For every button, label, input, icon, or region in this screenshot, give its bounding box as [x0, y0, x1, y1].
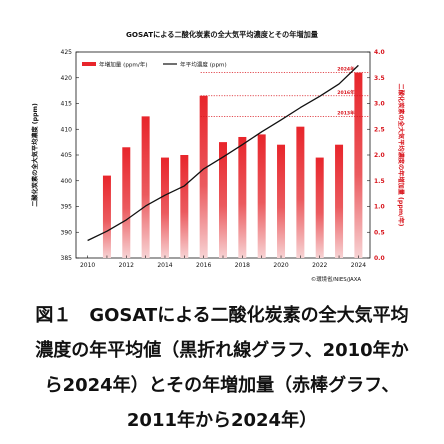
chart-panel: GOSATによる二酸化炭素の全大気平均濃度とその年増加量 2024年 2016年 2… [31, 30, 405, 283]
x-tick-label: 2014 [157, 262, 172, 269]
bar [219, 142, 227, 258]
x-tick-label: 2024 [351, 262, 366, 269]
right-tick-label: 4.0 [374, 49, 385, 56]
right-tick-label: 3.0 [374, 101, 385, 108]
left-tick-label: 415 [61, 101, 73, 108]
x-tick-label: 2012 [119, 262, 134, 269]
left-tick-label: 400 [61, 178, 73, 185]
bar [315, 157, 324, 258]
bar [296, 126, 305, 258]
series-line [87, 64, 359, 242]
figure-caption: 図１ GOSATによる二酸化炭素の全大気平均 濃度の年平均値（黒折れ線グラフ、2… [8, 298, 436, 438]
caption-line: 2011年から2024年） [126, 410, 318, 431]
x-tick-label: 2020 [273, 262, 288, 269]
legend-line-label: 年平均濃度 (ppm) [180, 60, 227, 68]
right-tick-label: 2.0 [374, 152, 385, 159]
x-tick-label: 2010 [80, 262, 95, 269]
bar [141, 116, 150, 258]
bar [102, 175, 111, 258]
caption-line: 濃度の年平均値（黒折れ線グラフ、2010年か [35, 340, 409, 361]
bar [257, 134, 266, 258]
left-tick-label: 420 [61, 75, 73, 82]
reference-lines: 2024年 2016年 2013年 [200, 66, 370, 117]
left-axis-label: 二酸化炭素の全大気平均濃度 (ppm) [31, 103, 39, 207]
line-series [87, 64, 359, 242]
right-axis-label: 二酸化炭素の全大気平均濃度の年増加量 (ppm/年) [397, 84, 405, 227]
left-tick-label: 410 [61, 126, 73, 133]
caption-line: ら2024年）とその年増加量（赤棒グラフ、 [44, 375, 400, 396]
right-tick-label: 0.0 [374, 255, 385, 262]
left-tick-label: 385 [61, 255, 73, 262]
left-tick-label: 425 [61, 49, 73, 56]
legend-bar-swatch [82, 62, 96, 66]
bar [335, 144, 344, 258]
x-tick-label: 2018 [235, 262, 250, 269]
left-tick-label: 395 [61, 204, 73, 211]
bar [238, 136, 247, 258]
x-tick-label: 2022 [312, 262, 327, 269]
reference-label: 2024年 [337, 66, 355, 73]
right-tick-label: 1.5 [374, 178, 385, 185]
left-tick-label: 405 [61, 152, 73, 159]
credit-text: ©環境省/NIES/JAXA [311, 275, 362, 283]
co2-chart: GOSATによる二酸化炭素の全大気平均濃度とその年増加量 2024年2016年2… [31, 30, 405, 283]
caption-line: 図１ GOSATによる二酸化炭素の全大気平均 [35, 305, 409, 326]
x-axis: 2010 2012 2014 2016 2018 2020 2022 2024 [80, 255, 366, 269]
reference-label: 2016年 [337, 89, 355, 96]
right-tick-label: 2.5 [374, 126, 385, 133]
bar [122, 147, 131, 258]
legend-bar-label: 年増加量 (ppm/年) [99, 60, 148, 68]
bar [354, 72, 363, 258]
bar [160, 157, 169, 258]
chart-title: GOSATによる二酸化炭素の全大気平均濃度とその年増加量 [126, 30, 319, 39]
legend: 年増加量 (ppm/年) 年平均濃度 (ppm) [82, 60, 227, 68]
x-tick-label: 2016 [196, 262, 211, 269]
reference-label: 2013年 [337, 109, 355, 116]
right-tick-label: 3.5 [374, 75, 385, 82]
bar [199, 95, 208, 259]
left-axis: 385 390 395 400 405 410 415 420 425 [61, 49, 79, 262]
right-tick-label: 1.0 [374, 204, 385, 211]
right-axis: 0.0 0.5 1.0 1.5 2.0 2.5 3.0 3.5 4.0 [367, 49, 385, 262]
bar-series [102, 72, 363, 259]
bar [180, 155, 189, 258]
right-tick-label: 0.5 [374, 229, 385, 236]
left-tick-label: 390 [61, 229, 73, 236]
bar [277, 144, 286, 258]
